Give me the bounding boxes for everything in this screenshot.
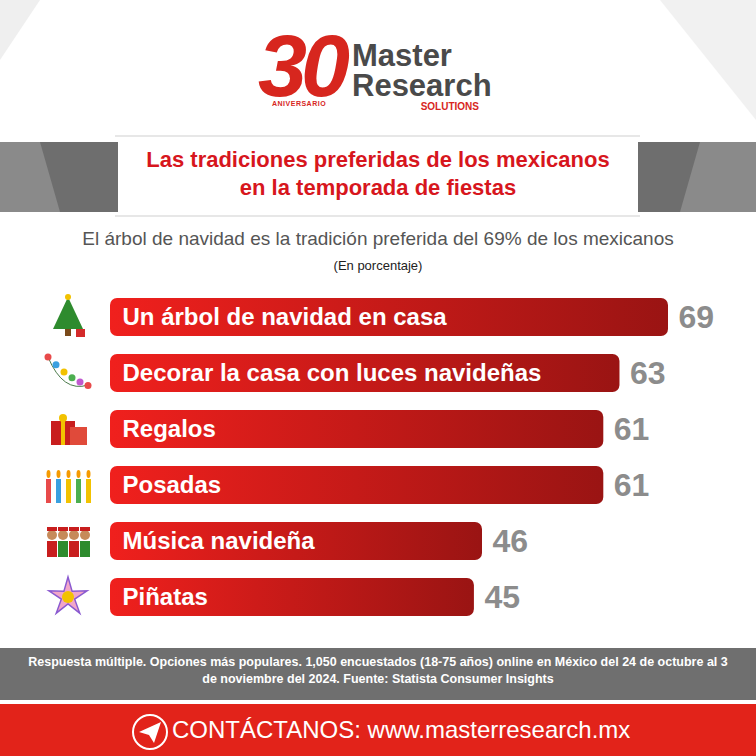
html-text:Master: Master	[352, 38, 452, 73]
html-text:CONTÁCTANOS: www.masterresearc: CONTÁCTANOS: www.masterresearch.mx	[172, 716, 631, 743]
html-text:Las tradiciones preferidas de: Las tradiciones preferidas de los mexica…	[146, 147, 610, 200]
svg-text:45: 45	[484, 579, 520, 615]
svg-text:61: 61	[614, 467, 650, 503]
svg-text:Piñatas: Piñatas	[123, 583, 208, 610]
html-text:(En porcentaje): (En porcentaje)	[333, 258, 423, 273]
svg-text:Decorar la casa con luces navi: Decorar la casa con luces navideñas	[123, 359, 542, 386]
svg-text:Música navideña: Música navideña	[123, 527, 316, 554]
svg-text:Posadas: Posadas	[123, 471, 222, 498]
svg-text:63: 63	[630, 355, 666, 391]
svg-text:46: 46	[493, 523, 529, 559]
html-text:Respuesta múltiple. Opciones m: Respuesta múltiple. Opciones más popular…	[28, 655, 728, 686]
svg-text:61: 61	[614, 411, 650, 447]
svg-text:Un árbol de navidad en casa: Un árbol de navidad en casa	[123, 303, 448, 330]
html-text:SOLUTIONS: SOLUTIONS	[420, 101, 479, 112]
html-text:30: 30	[258, 16, 344, 115]
html-text:ANIVERSARIO: ANIVERSARIO	[272, 100, 327, 107]
html-text:El árbol de navidad es la trad: El árbol de navidad es la tradición pref…	[82, 228, 674, 249]
html-text:Research: Research	[352, 68, 492, 103]
svg-text:Regalos: Regalos	[123, 415, 216, 442]
svg-text:69: 69	[679, 299, 715, 335]
